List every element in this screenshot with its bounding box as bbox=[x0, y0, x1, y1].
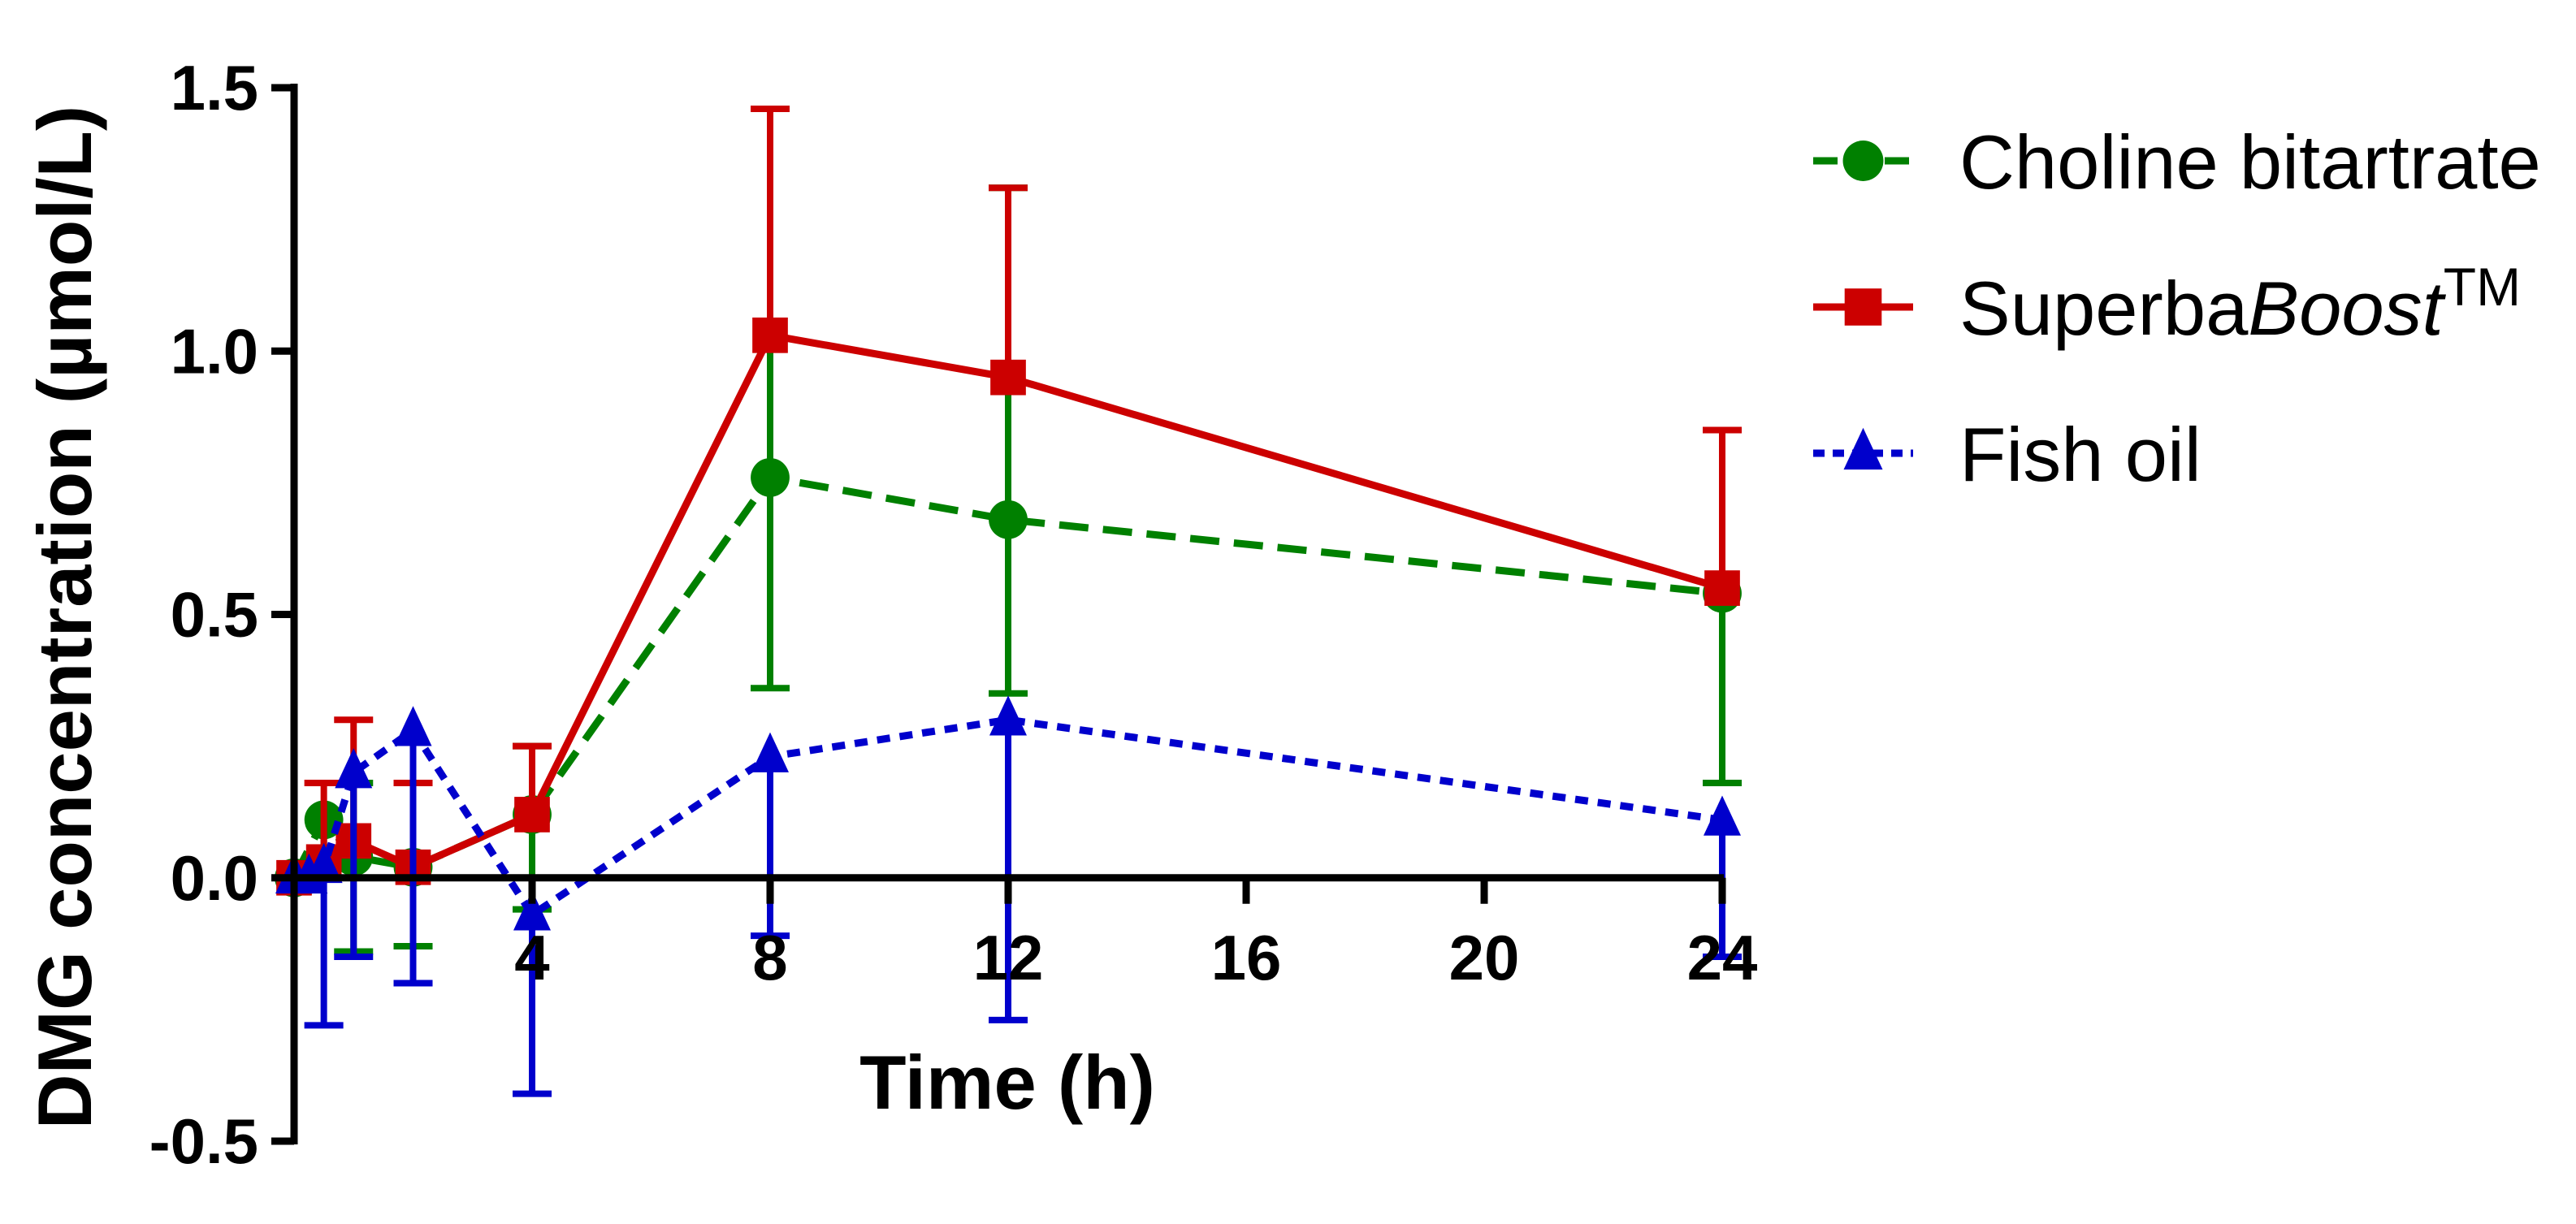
data-point bbox=[752, 317, 788, 353]
legend-marker bbox=[1844, 288, 1882, 326]
legend: Choline bitartrate SuperbaBoostTM Fish oil bbox=[1813, 119, 2541, 497]
x-tick-label: 16 bbox=[1211, 922, 1282, 993]
x-axis-title: Time (h) bbox=[859, 1040, 1155, 1125]
data-point bbox=[751, 732, 789, 772]
y-tick-label: 0.0 bbox=[171, 842, 258, 914]
legend-marker bbox=[1843, 427, 1883, 470]
data-point bbox=[751, 457, 790, 497]
x-tick-label: 12 bbox=[973, 922, 1044, 993]
y-tick-label: -0.5 bbox=[149, 1105, 258, 1177]
data-point bbox=[989, 695, 1027, 736]
y-tick-label: 0.5 bbox=[171, 579, 258, 651]
data-point bbox=[1704, 570, 1740, 606]
data-point bbox=[990, 359, 1026, 396]
data-point bbox=[290, 853, 328, 894]
y-tick-label: 1.0 bbox=[171, 315, 258, 387]
legend-item: SuperbaBoostTM bbox=[1813, 257, 2521, 351]
x-tick-label: 20 bbox=[1449, 922, 1520, 993]
data-point bbox=[394, 706, 432, 746]
legend-label: Fish oil bbox=[1959, 412, 2202, 497]
x-tick-label: 4 bbox=[514, 922, 549, 993]
y-axis-title: DMG concentration (µmol/L) bbox=[22, 106, 107, 1129]
data-point bbox=[305, 842, 343, 884]
legend-label: Choline bitartrate bbox=[1959, 119, 2541, 205]
legend-item: Fish oil bbox=[1813, 412, 2202, 497]
data-point bbox=[335, 748, 373, 789]
legend-marker bbox=[1842, 141, 1884, 181]
data-point bbox=[1704, 795, 1741, 836]
plot-area bbox=[275, 105, 1742, 1097]
y-tick-label: 1.5 bbox=[171, 52, 258, 123]
data-point bbox=[513, 890, 551, 931]
x-tick-label: 24 bbox=[1687, 922, 1758, 993]
axes bbox=[271, 84, 1726, 1145]
data-point bbox=[514, 797, 550, 833]
tick-labels: -0.5 0.0 0.5 1.0 1.5 4 8 12 16 20 24 bbox=[149, 52, 1758, 1177]
data-point bbox=[989, 500, 1028, 539]
legend-item: Choline bitartrate bbox=[1813, 119, 2541, 205]
x-tick-label: 8 bbox=[752, 922, 787, 993]
legend-label: SuperbaBoostTM bbox=[1959, 257, 2521, 351]
